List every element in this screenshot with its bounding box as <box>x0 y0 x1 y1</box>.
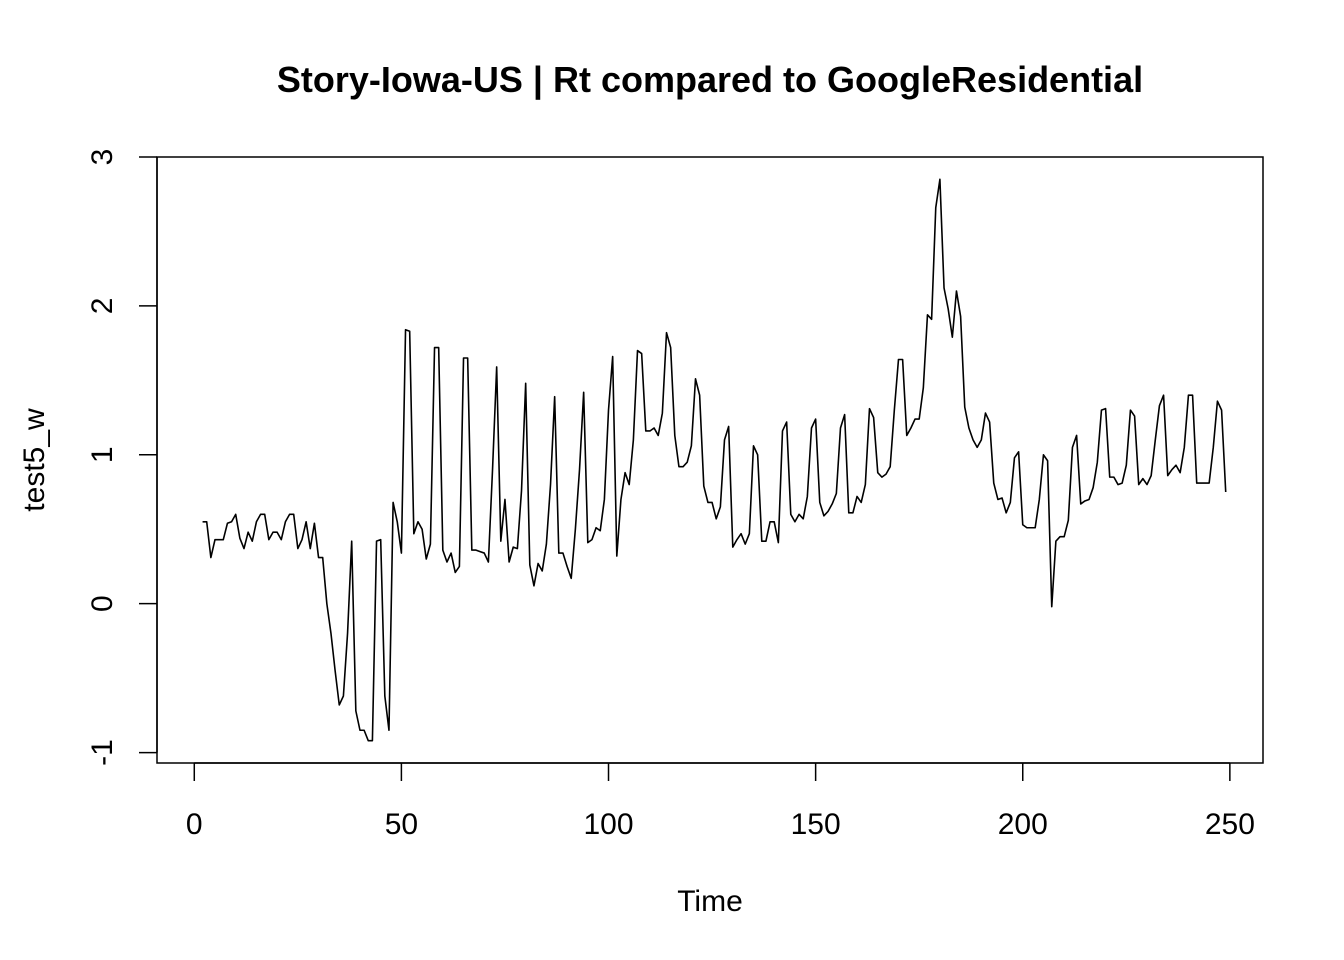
y-axis-label: test5_w <box>18 408 51 512</box>
series-line <box>202 178 1227 742</box>
x-axis-label: Time <box>677 885 743 918</box>
series-group <box>202 178 1227 742</box>
y-axis: -1 0 1 2 3 <box>86 149 158 766</box>
y-tick-label: 3 <box>86 149 119 166</box>
x-tick-label: 0 <box>186 808 203 841</box>
x-axis: 0 50 100 150 200 250 <box>186 762 1255 841</box>
x-tick-label: 100 <box>583 808 633 841</box>
y-tick-label: -1 <box>86 739 119 766</box>
x-tick-label: 250 <box>1205 808 1255 841</box>
x-tick-label: 150 <box>791 808 841 841</box>
y-tick-label: 1 <box>86 446 119 463</box>
y-tick-label: 2 <box>86 298 119 315</box>
chart-title: Story-Iowa-US | Rt compared to GoogleRes… <box>277 59 1143 101</box>
y-tick-label: 0 <box>86 595 119 612</box>
x-tick-label: 50 <box>385 808 418 841</box>
x-tick-label: 200 <box>998 808 1048 841</box>
